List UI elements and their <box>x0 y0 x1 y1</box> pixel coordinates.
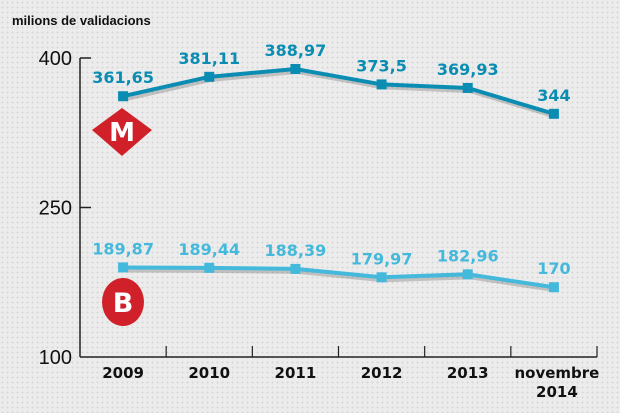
series-metro-M-logo: 361,65 381,11 388,97 373,5 369,93 344 <box>92 41 571 119</box>
data-label: 361,65 <box>92 68 154 87</box>
data-point <box>290 63 301 74</box>
data-point <box>376 79 387 90</box>
data-label: 388,97 <box>265 41 327 60</box>
data-point <box>204 71 215 82</box>
data-point <box>290 263 301 274</box>
y-tick-label: 400 <box>39 48 72 70</box>
data-label: 344 <box>537 86 570 105</box>
x-tick-label: 2014 <box>536 383 578 401</box>
data-point <box>376 272 387 283</box>
data-label: 188,39 <box>265 241 327 260</box>
x-tick-label: 2011 <box>275 364 317 382</box>
data-label: 373,5 <box>356 56 407 75</box>
y-axis-title: milions de validacions <box>12 13 151 28</box>
data-point <box>548 282 559 293</box>
x-tick-label: 2010 <box>188 364 230 382</box>
data-label: 189,87 <box>92 239 154 258</box>
y-tick-label: 100 <box>39 347 72 369</box>
data-point <box>204 262 215 273</box>
metro-logo-letter: M <box>109 118 135 148</box>
data-point <box>548 108 559 119</box>
metro-diamond-icon <box>92 108 152 156</box>
series-bus-B-logo: 189,87 189,44 188,39 179,97 182,96 170 <box>92 239 571 293</box>
series-line <box>123 265 555 290</box>
y-tick-label: 250 <box>39 198 72 220</box>
data-label: 179,97 <box>351 249 413 268</box>
data-point <box>462 82 473 93</box>
data-point <box>118 262 129 273</box>
bus-logo: B <box>102 278 144 326</box>
data-label: 381,11 <box>178 49 240 68</box>
x-tick-label: novembre <box>514 364 599 382</box>
data-label: 189,44 <box>178 240 240 259</box>
series-shadow <box>125 268 557 293</box>
x-tick-label: 2012 <box>361 364 403 382</box>
data-point <box>118 91 129 102</box>
data-label: 182,96 <box>437 246 499 265</box>
data-label: 170 <box>537 259 570 278</box>
bus-logo-letter: B <box>113 288 134 319</box>
series-shadow <box>124 69 557 119</box>
metro-logo: M <box>92 108 152 156</box>
data-point <box>462 269 473 280</box>
bus-circle-icon <box>102 278 144 326</box>
data-label: 369,93 <box>437 60 499 79</box>
series-line <box>122 66 555 116</box>
x-tick-label: 2009 <box>102 364 144 382</box>
x-tick-label: 2013 <box>447 364 489 382</box>
